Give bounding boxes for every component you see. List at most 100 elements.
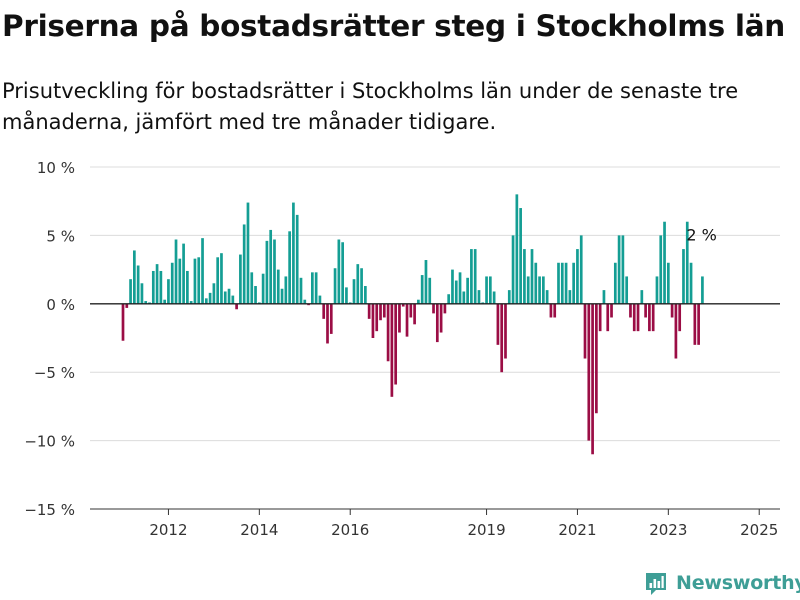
bar	[322, 303, 326, 319]
bar	[606, 303, 610, 332]
bar	[454, 280, 458, 304]
bar	[261, 273, 265, 304]
bar	[424, 260, 428, 304]
bar	[280, 288, 284, 304]
bar	[697, 303, 700, 345]
bar	[394, 303, 398, 385]
bar	[333, 268, 337, 304]
y-tick-label: −15 %	[24, 501, 75, 519]
bar	[666, 262, 670, 304]
bar	[485, 276, 488, 304]
x-tick-label: 2023	[649, 521, 687, 539]
bar	[629, 303, 632, 318]
bar-chart: 10 %5 %0 %−5 %−10 %−15 % 2012 2014 2016 201…	[24, 159, 780, 539]
bar	[488, 276, 492, 304]
y-tick-label: 10 %	[37, 159, 75, 177]
bar	[507, 290, 511, 304]
bar	[595, 303, 598, 414]
bar	[447, 294, 451, 304]
bar	[398, 303, 401, 333]
bar	[121, 303, 125, 341]
bar	[462, 291, 466, 304]
bar	[216, 257, 220, 304]
bar	[519, 208, 522, 304]
bar	[515, 194, 519, 304]
bar	[549, 303, 553, 318]
bar	[341, 242, 344, 304]
bar	[311, 272, 314, 304]
bar	[428, 277, 432, 304]
bar	[583, 303, 587, 359]
bar	[435, 303, 439, 343]
bar	[466, 277, 469, 304]
bar	[329, 303, 333, 334]
bar	[576, 249, 579, 304]
newsworthy-logo: Newsworthy	[644, 568, 800, 598]
bar	[208, 292, 212, 304]
logo-text: Newsworthy	[676, 572, 800, 594]
chart-title: Priserna på bostadsrätter steg i Stockho…	[2, 9, 786, 43]
bar	[689, 262, 693, 304]
bar	[170, 262, 174, 304]
bar	[420, 275, 424, 304]
bar	[314, 272, 318, 304]
bar	[231, 295, 235, 304]
bar	[284, 276, 288, 304]
bar	[140, 283, 144, 304]
bar	[470, 249, 473, 304]
x-tick-label: 2016	[331, 521, 369, 539]
bar	[443, 303, 447, 314]
bar	[250, 272, 254, 304]
bar	[193, 258, 197, 304]
x-axis: 2012 2014 2016 2019 2021 2023 2025	[90, 508, 780, 539]
bar	[178, 258, 182, 304]
bar	[288, 231, 291, 304]
bar	[534, 262, 538, 304]
bar	[227, 288, 231, 304]
annotations: 2 %	[686, 225, 716, 244]
bar	[273, 239, 276, 304]
bar	[299, 277, 303, 304]
bar	[204, 298, 208, 304]
bar	[644, 303, 647, 318]
bar	[276, 269, 280, 304]
bar	[458, 272, 462, 304]
bar	[636, 303, 640, 332]
bar	[337, 239, 341, 304]
bar	[159, 270, 163, 304]
bar	[379, 303, 382, 321]
bar	[182, 243, 185, 304]
bar	[651, 303, 655, 332]
bar	[409, 303, 413, 318]
bar	[318, 295, 322, 304]
bar	[492, 291, 496, 304]
bar	[345, 287, 348, 304]
bar	[405, 303, 409, 337]
bar	[136, 265, 140, 304]
bar	[413, 303, 416, 325]
bar	[648, 303, 651, 332]
bar	[386, 303, 390, 362]
bar	[500, 303, 504, 373]
x-tick-label: 2021	[558, 521, 596, 539]
bar	[598, 303, 602, 332]
bar	[254, 286, 257, 304]
bar	[242, 224, 246, 304]
bar	[292, 202, 295, 304]
bar	[542, 276, 545, 304]
y-tick-label: 5 %	[46, 227, 75, 245]
bar	[538, 276, 541, 304]
bar	[239, 254, 242, 304]
bar	[144, 301, 148, 304]
bar	[530, 249, 534, 304]
bar	[303, 299, 307, 304]
bar	[523, 249, 526, 304]
bar	[701, 276, 704, 304]
bar	[364, 286, 367, 304]
bar	[560, 262, 564, 304]
bar	[269, 229, 273, 304]
x-tick-label: 2025	[740, 521, 778, 539]
bar	[367, 303, 371, 319]
x-tick-label: 2012	[149, 521, 187, 539]
bar	[360, 268, 363, 304]
